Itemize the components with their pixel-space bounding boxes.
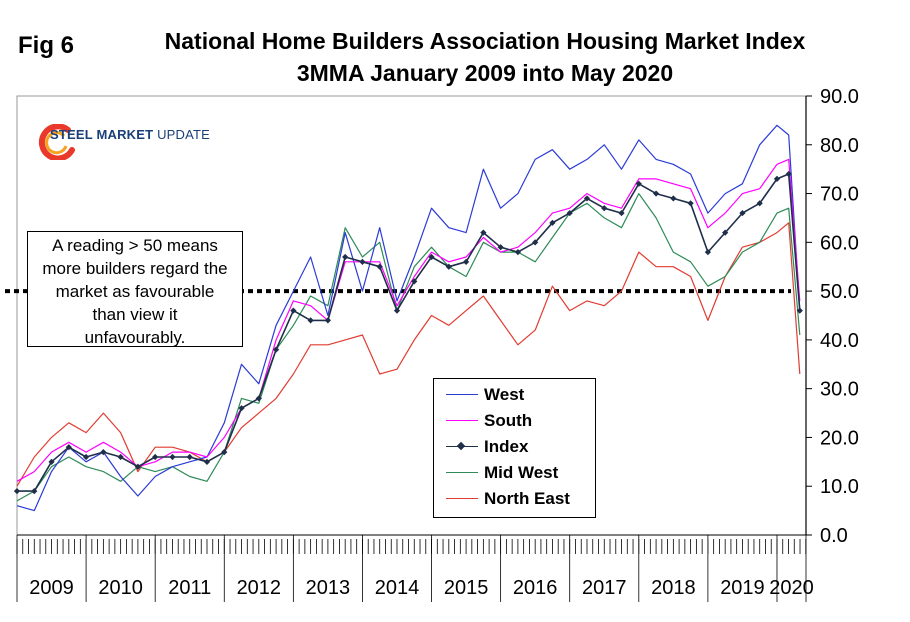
annotation-box: A reading > 50 means more builders regar… xyxy=(27,231,243,347)
index-marker xyxy=(687,200,694,207)
chart-title-line1: National Home Builders Association Housi… xyxy=(164,28,806,54)
legend-item-west: West xyxy=(434,385,595,407)
index-marker xyxy=(255,395,262,402)
x-tick-label: 2009 xyxy=(29,577,74,599)
legend-label-south: South xyxy=(484,411,533,430)
legend-label-north-east: North East xyxy=(484,489,570,508)
index-marker xyxy=(272,346,280,353)
annotation-line: unfavourably. xyxy=(84,328,186,347)
index-marker xyxy=(428,253,435,261)
index-marker xyxy=(376,263,383,270)
index-marker xyxy=(82,453,90,461)
y-tick-label: 80.0 xyxy=(820,135,859,157)
series-line-west xyxy=(16,124,801,512)
index-marker xyxy=(342,253,349,261)
y-tick-label: 20.0 xyxy=(820,427,859,449)
series-line-north-east xyxy=(16,222,801,487)
legend: West South Index Mid West North East xyxy=(433,378,596,518)
legend-item-mid-west: Mid West xyxy=(434,463,595,485)
index-marker xyxy=(514,248,522,256)
y-tick-label: 90.0 xyxy=(820,86,859,108)
legend-label-west: West xyxy=(484,385,525,404)
series-line-mid-west xyxy=(16,193,801,502)
legend-item-south: South xyxy=(434,411,595,433)
y-tick-label: 0.0 xyxy=(820,525,848,547)
annotation-line: more builders regard the xyxy=(42,259,228,278)
annotation-line: A reading > 50 means xyxy=(52,236,218,255)
index-marker xyxy=(169,453,176,461)
figure-label: Fig 6 xyxy=(18,32,75,59)
index-marker xyxy=(393,307,401,314)
legend-swatch-north-east xyxy=(446,498,478,499)
legend-item-north-east: North East xyxy=(434,489,595,511)
legend-label-mid-west: Mid West xyxy=(484,463,559,482)
logo-text: STEEL MARKET UPDATE xyxy=(50,127,210,142)
legend-swatch-south xyxy=(446,420,478,421)
annotation-line: than view it xyxy=(92,305,178,324)
index-marker xyxy=(462,258,470,265)
y-tick-label: 30.0 xyxy=(820,379,859,401)
logo-text-bold: STEEL MARKET xyxy=(50,127,154,142)
legend-marker-index xyxy=(456,441,466,451)
x-tick-label: 2015 xyxy=(444,577,489,599)
x-tick-label: 2013 xyxy=(306,577,351,599)
index-marker xyxy=(670,195,677,202)
index-marker xyxy=(203,458,211,465)
index-marker xyxy=(411,278,418,285)
y-tick-label: 60.0 xyxy=(820,232,859,254)
x-tick-label: 2017 xyxy=(582,577,627,599)
index-marker xyxy=(324,317,332,324)
x-tick-label: 2016 xyxy=(513,577,558,599)
x-tick-label: 2011 xyxy=(168,577,211,599)
y-tick-label: 50.0 xyxy=(820,281,859,303)
series-line-south xyxy=(16,158,801,482)
index-marker xyxy=(290,307,297,314)
x-tick-label: 2019 xyxy=(720,577,765,599)
index-marker xyxy=(31,487,38,495)
annotation-line: market as favourable xyxy=(55,282,215,301)
index-marker xyxy=(445,263,452,270)
index-marker xyxy=(186,453,193,461)
x-tick-label: 2014 xyxy=(375,577,420,599)
legend-label-index: Index xyxy=(484,437,529,456)
chart-title-line2: 3MMA January 2009 into May 2020 xyxy=(296,60,674,86)
y-tick-label: 40.0 xyxy=(820,330,859,352)
y-tick-label: 70.0 xyxy=(820,184,859,206)
logo-text-normal: UPDATE xyxy=(153,127,211,142)
index-marker xyxy=(134,463,142,470)
legend-item-index: Index xyxy=(434,437,595,459)
index-marker xyxy=(652,190,660,197)
steel-market-update-logo xyxy=(38,124,75,160)
legend-swatch-west xyxy=(446,394,478,395)
x-tick-label: 2010 xyxy=(98,577,143,599)
index-marker xyxy=(307,317,314,324)
index-marker xyxy=(601,205,608,212)
legend-swatch-mid-west xyxy=(446,472,478,473)
x-tick-label: 2018 xyxy=(651,577,696,599)
x-tick-label: 2020 xyxy=(769,577,814,599)
index-marker xyxy=(359,258,366,265)
y-tick-label: 10.0 xyxy=(820,476,859,498)
x-tick-label: 2012 xyxy=(237,577,282,599)
index-marker xyxy=(13,487,21,495)
